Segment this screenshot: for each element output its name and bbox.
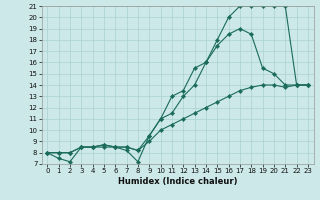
X-axis label: Humidex (Indice chaleur): Humidex (Indice chaleur) <box>118 177 237 186</box>
